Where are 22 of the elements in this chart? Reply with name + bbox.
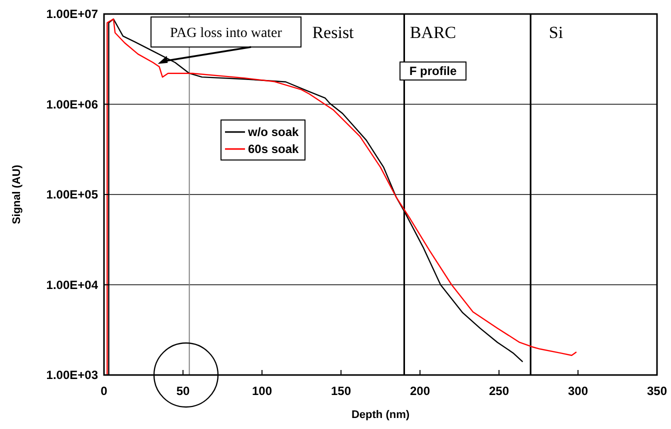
annotation: Resist [312, 23, 354, 42]
legend-label: w/o soak [247, 125, 300, 139]
y-axis-title: Signal (AU) [11, 164, 23, 224]
y-tick-label: 1.00E+04 [46, 278, 98, 292]
x-tick-label: 150 [330, 384, 352, 398]
x-tick-label: 300 [568, 384, 588, 398]
x-tick-label: 0 [100, 384, 108, 398]
x-tick-label: 50 [176, 384, 190, 398]
y-tick-label: 1.00E+05 [46, 188, 98, 202]
annotation: F profile [409, 64, 457, 78]
annotation: BARC [410, 23, 456, 42]
y-tick-label: 1.00E+06 [46, 97, 98, 112]
x-tick-label: 250 [488, 384, 510, 398]
x-tick-label: 350 [646, 384, 668, 398]
y-tick-label: 1.00E+07 [46, 7, 98, 21]
x-tick-label: 100 [252, 384, 272, 398]
annotation: Si [548, 23, 564, 42]
y-tick-label: 1.00E+03 [46, 368, 98, 382]
legend-label: 60s soak [248, 142, 300, 156]
x-axis-title: Depth (nm) [351, 409, 410, 421]
annotation: PAG loss into water [170, 26, 282, 41]
x-tick-label: 200 [410, 384, 430, 398]
